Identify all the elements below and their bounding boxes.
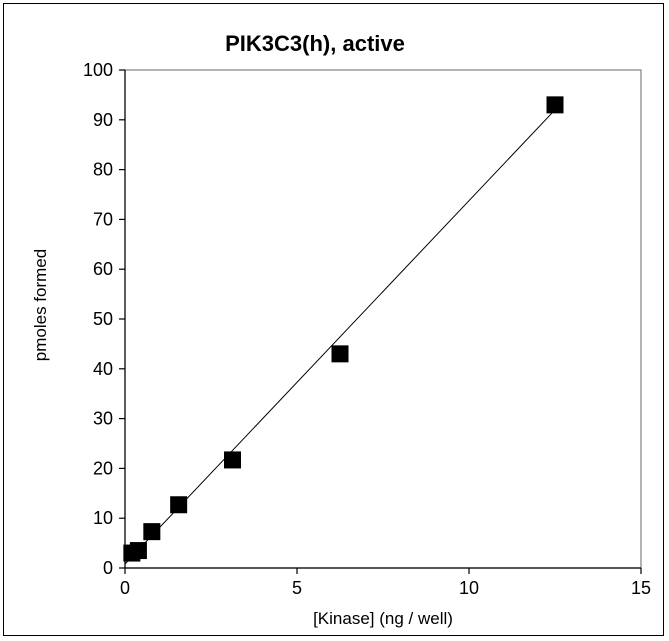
data-point bbox=[170, 496, 188, 514]
data-point bbox=[331, 345, 349, 363]
y-tick-label: 80 bbox=[93, 160, 113, 180]
y-tick-label: 70 bbox=[93, 209, 113, 229]
x-tick-label: 0 bbox=[120, 578, 130, 598]
data-point bbox=[143, 523, 161, 541]
x-axis-title: [Kinase] (ng / well) bbox=[313, 609, 453, 628]
data-point bbox=[546, 96, 564, 114]
y-tick-label: 100 bbox=[83, 60, 113, 80]
y-tick-label: 90 bbox=[93, 110, 113, 130]
y-axis-title: pmoles formed bbox=[31, 249, 50, 361]
x-tick-label: 5 bbox=[292, 578, 302, 598]
plot-border bbox=[124, 69, 642, 569]
y-tick-label: 60 bbox=[93, 259, 113, 279]
x-tick-label: 10 bbox=[459, 578, 479, 598]
y-tick-label: 30 bbox=[93, 409, 113, 429]
data-point bbox=[129, 542, 147, 560]
y-tick-label: 0 bbox=[103, 558, 113, 578]
x-tick-label: 15 bbox=[631, 578, 651, 598]
plot-area: 0 10 20 30 40 50 60 70 80 90 100 0 5 10 15 bbox=[83, 60, 651, 598]
y-tick-label: 40 bbox=[93, 359, 113, 379]
data-point bbox=[224, 451, 241, 469]
y-tick-label: 50 bbox=[93, 309, 113, 329]
y-tick-label: 10 bbox=[93, 508, 113, 528]
chart-title: PIK3C3(h), active bbox=[225, 31, 405, 56]
trendline bbox=[124, 109, 556, 565]
y-tick-label: 20 bbox=[93, 458, 113, 478]
